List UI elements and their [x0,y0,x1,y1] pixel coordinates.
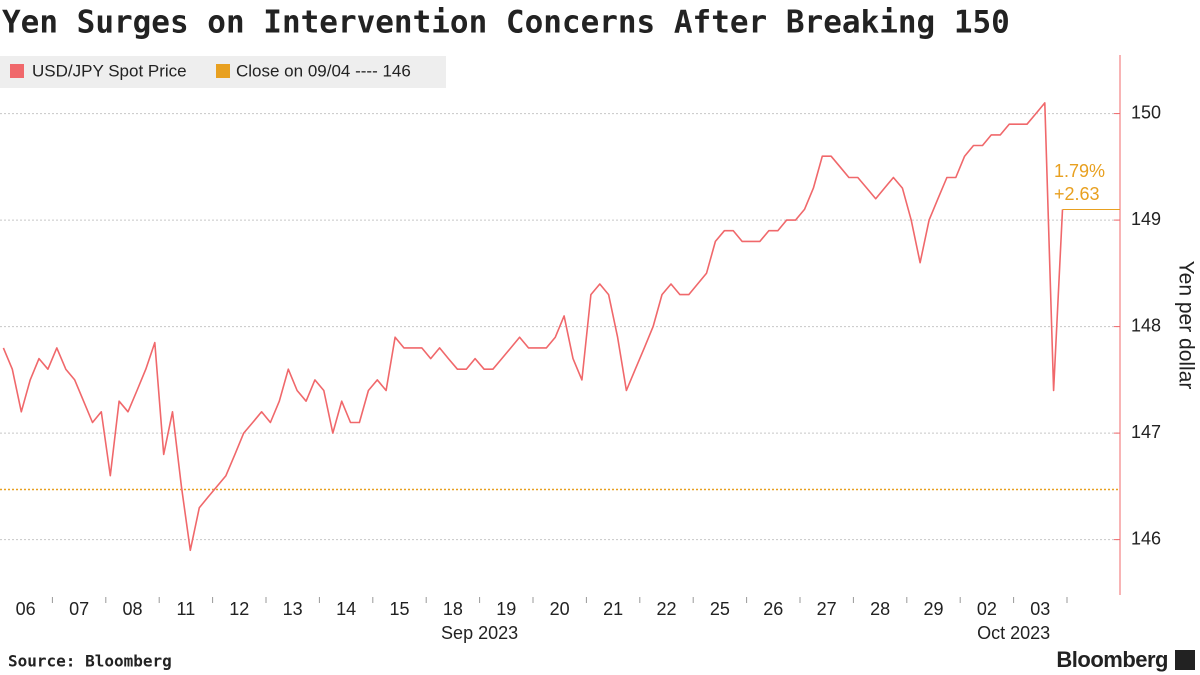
x-tick-label: 28 [870,599,890,619]
x-tick-label: 25 [710,599,730,619]
x-tick-label: 19 [496,599,516,619]
x-tick-label: 02 [977,599,997,619]
x-tick-label: 18 [443,599,463,619]
x-tick-label: 08 [122,599,142,619]
x-tick-label: 26 [763,599,783,619]
y-tick-label: 147 [1131,422,1161,442]
x-tick-label: 15 [389,599,409,619]
y-tick-label: 148 [1131,315,1161,335]
brand-icon [1175,650,1195,670]
y-axis-label: Yen per dollar [1174,261,1197,390]
x-tick-label: 20 [550,599,570,619]
brand: Bloomberg [1056,647,1168,672]
legend-swatch [10,64,24,78]
annotation: +2.63 [1054,184,1100,204]
price-line [2,102,1064,552]
x-tick-label: 27 [817,599,837,619]
y-tick-label: 146 [1131,528,1161,548]
x-tick-label: 03 [1030,599,1050,619]
x-tick-label: 14 [336,599,356,619]
y-tick-label: 149 [1131,209,1161,229]
x-group-label: Oct 2023 [977,623,1050,643]
source: Source: Bloomberg [8,652,172,671]
chart-title: Yen Surges on Intervention Concerns Afte… [2,5,1010,41]
x-tick-label: 07 [69,599,89,619]
y-tick-label: 150 [1131,102,1161,122]
annotation: 1.79% [1054,161,1105,181]
x-group-label: Sep 2023 [441,623,518,643]
x-tick-label: 13 [283,599,303,619]
x-tick-label: 12 [229,599,249,619]
x-tick-label: 21 [603,599,623,619]
legend-label: Close on 09/04 ---- 146 [236,61,411,80]
x-tick-label: 29 [923,599,943,619]
legend-swatch [216,64,230,78]
legend-label: USD/JPY Spot Price [32,61,187,80]
x-tick-label: 11 [177,599,196,619]
x-tick-label: 06 [16,599,36,619]
x-tick-label: 22 [656,599,676,619]
